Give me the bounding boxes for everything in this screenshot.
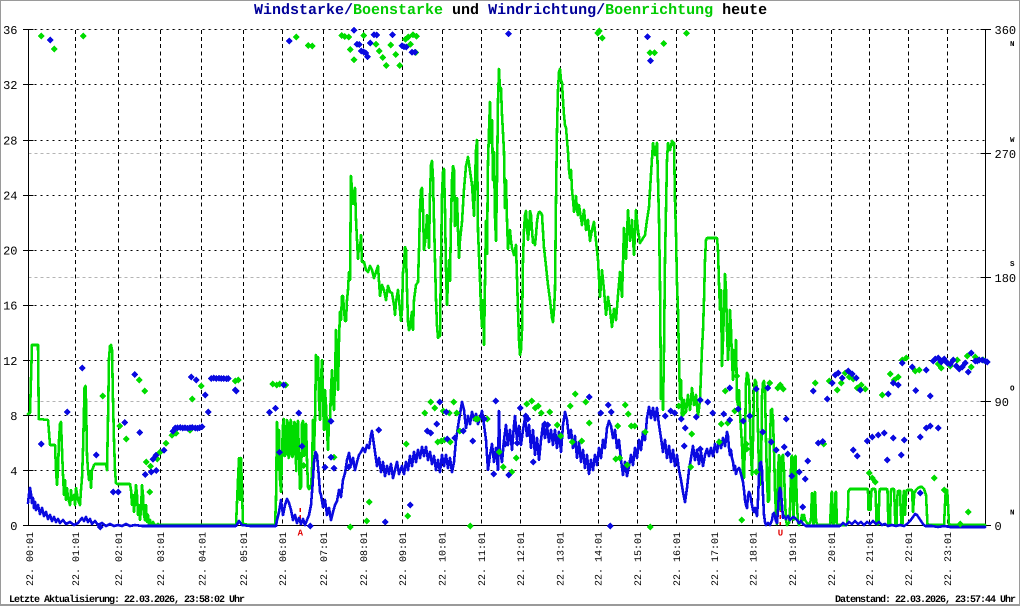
svg-text:22. 03:01: 22. 03:01 bbox=[157, 532, 168, 586]
svg-text:0: 0 bbox=[10, 520, 17, 534]
svg-text:22. 23:01: 22. 23:01 bbox=[944, 532, 955, 586]
svg-text:22. 15:01: 22. 15:01 bbox=[634, 532, 645, 586]
svg-text:12: 12 bbox=[3, 355, 17, 369]
svg-text:22. 18:01: 22. 18:01 bbox=[749, 532, 760, 586]
svg-text:22. 10:01: 22. 10:01 bbox=[439, 532, 450, 586]
svg-text:360: 360 bbox=[995, 24, 1017, 38]
svg-text:270: 270 bbox=[995, 148, 1017, 162]
svg-text:22. 00:01: 22. 00:01 bbox=[26, 532, 37, 586]
svg-text:Datenstand: 22.03.2026, 23:57:: Datenstand: 22.03.2026, 23:57:44 Uhr bbox=[835, 594, 1016, 606]
svg-text:0: 0 bbox=[995, 520, 1002, 534]
svg-text:22. 08:01: 22. 08:01 bbox=[360, 532, 371, 586]
svg-text:22. 02:01: 22. 02:01 bbox=[115, 532, 126, 586]
svg-text:22. 09:01: 22. 09:01 bbox=[399, 532, 410, 586]
svg-text:A: A bbox=[298, 529, 304, 539]
svg-text:22. 01:01: 22. 01:01 bbox=[72, 532, 83, 586]
svg-text:22. 04:01: 22. 04:01 bbox=[198, 532, 209, 586]
svg-text:22. 12:01: 22. 12:01 bbox=[517, 532, 528, 586]
svg-text:24: 24 bbox=[3, 190, 17, 204]
svg-text:22. 21:01: 22. 21:01 bbox=[866, 532, 877, 586]
svg-text:22. 11:01: 22. 11:01 bbox=[478, 532, 489, 586]
svg-text:20: 20 bbox=[3, 245, 17, 259]
svg-text:N: N bbox=[1010, 509, 1015, 517]
svg-text:36: 36 bbox=[3, 24, 17, 38]
svg-text:U: U bbox=[778, 529, 783, 539]
svg-text:8: 8 bbox=[10, 410, 17, 424]
svg-text:S: S bbox=[1010, 260, 1015, 269]
svg-text:Windstarke/Boenstarke und Wind: Windstarke/Boenstarke und Windrichtung/B… bbox=[254, 2, 767, 19]
svg-text:W: W bbox=[1010, 137, 1015, 145]
svg-text:22. 05:01: 22. 05:01 bbox=[240, 532, 251, 586]
svg-text:22. 14:01: 22. 14:01 bbox=[595, 532, 606, 586]
svg-text:22. 06:01: 22. 06:01 bbox=[279, 532, 290, 586]
svg-text:22. 20:01: 22. 20:01 bbox=[828, 532, 839, 586]
svg-text:16: 16 bbox=[3, 300, 17, 314]
svg-text:Letzte Aktualisierung: 22.03.2: Letzte Aktualisierung: 22.03.2026, 23:58… bbox=[9, 594, 245, 606]
svg-text:22. 22:01: 22. 22:01 bbox=[905, 532, 916, 586]
svg-text:22. 07:01: 22. 07:01 bbox=[320, 532, 331, 586]
svg-text:22. 13:01: 22. 13:01 bbox=[557, 532, 568, 586]
svg-text:28: 28 bbox=[3, 134, 17, 148]
svg-text:22. 17:01: 22. 17:01 bbox=[711, 532, 722, 586]
svg-text:4: 4 bbox=[10, 465, 17, 479]
svg-text:N: N bbox=[1010, 41, 1015, 49]
svg-text:90: 90 bbox=[995, 396, 1009, 410]
svg-text:22. 19:01: 22. 19:01 bbox=[789, 532, 800, 586]
svg-text:32: 32 bbox=[3, 79, 17, 93]
svg-text:180: 180 bbox=[995, 272, 1017, 286]
svg-text:22. 16:01: 22. 16:01 bbox=[673, 532, 684, 586]
svg-text:O: O bbox=[1010, 384, 1015, 393]
